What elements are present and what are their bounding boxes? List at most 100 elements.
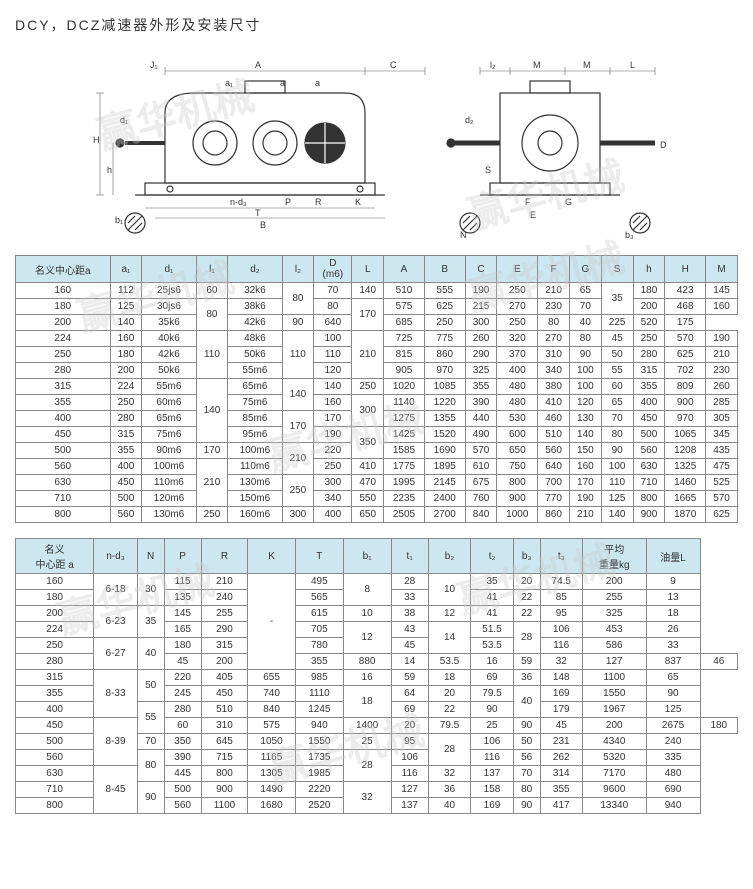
cell: 70 — [569, 299, 601, 315]
cell: 41 — [471, 606, 514, 622]
cell: 64 — [391, 686, 428, 702]
cell: 12 — [343, 622, 391, 654]
cell: 325 — [583, 606, 647, 622]
col-header: L — [352, 256, 384, 283]
cell: 48k6 — [228, 331, 282, 347]
cell: 475 — [706, 459, 738, 475]
cell: 1110 — [295, 686, 343, 702]
col-header: 名义中心距a — [16, 256, 111, 283]
cell: 43 — [391, 622, 428, 638]
cell: 970 — [665, 411, 706, 427]
cell: 65m6 — [228, 379, 282, 395]
cell: 110m6 — [228, 459, 282, 475]
cell: 116 — [391, 766, 428, 782]
cell: 1665 — [665, 491, 706, 507]
cell: 8 — [343, 574, 391, 606]
cell: 46 — [700, 654, 737, 670]
cell: 650 — [352, 507, 384, 523]
cell: 100 — [569, 379, 601, 395]
cell: 59 — [391, 670, 428, 686]
cell: 230 — [538, 299, 570, 315]
cell: 405 — [201, 670, 247, 686]
cell: 20 — [391, 718, 428, 734]
table-row: 2006-233514525561510381241229532518 — [16, 606, 738, 622]
table-row: 16011225js66032k680701405105551902502106… — [16, 283, 738, 299]
svg-text:T: T — [255, 208, 261, 218]
cell: 480 — [646, 766, 700, 782]
cell: 65 — [646, 670, 700, 686]
cell: 200 — [583, 574, 647, 590]
cell: 180 — [110, 347, 142, 363]
cell: 70 — [314, 283, 352, 299]
svg-text:L: L — [630, 60, 635, 70]
cell: 32 — [540, 654, 583, 670]
cell: 560 — [16, 459, 111, 475]
technical-diagram: A C J₁ a₁ a a H h d₁ b₁ n-d₃ P R K T B — [15, 43, 738, 243]
cell: 53.5 — [428, 654, 471, 670]
cell: 380 — [538, 379, 570, 395]
cell: 705 — [295, 622, 343, 638]
cell: 900 — [201, 782, 247, 798]
cell: 520 — [633, 315, 665, 331]
cell: 280 — [16, 363, 111, 379]
cell: 130m6 — [228, 475, 282, 491]
cell: 210 — [538, 283, 570, 299]
cell: 350 — [352, 427, 384, 459]
svg-text:R: R — [315, 197, 322, 207]
cell: 315 — [633, 363, 665, 379]
cell: 35 — [601, 283, 633, 315]
cell: 1585 — [384, 443, 425, 459]
cell: 468 — [665, 299, 706, 315]
cell: 940 — [295, 718, 343, 734]
cell: 120 — [314, 363, 352, 379]
cell: 130m6 — [142, 507, 196, 523]
cell: 1000 — [497, 507, 538, 523]
cell: 180 — [700, 718, 737, 734]
cell: 106 — [471, 734, 514, 750]
cell: 41 — [471, 590, 514, 606]
cell: 280 — [110, 411, 142, 427]
cell: 22 — [513, 606, 540, 622]
cell: 800 — [633, 491, 665, 507]
svg-text:S: S — [485, 165, 491, 175]
cell: 120 — [569, 395, 601, 411]
cell: 1165 — [248, 750, 296, 766]
cell: 860 — [538, 507, 570, 523]
cell: 4340 — [583, 734, 647, 750]
cell: 160 — [16, 283, 111, 299]
cell: 140 — [569, 427, 601, 443]
cell: 630 — [633, 459, 665, 475]
cell: 860 — [424, 347, 465, 363]
cell: 35 — [137, 606, 164, 638]
cell: 355 — [110, 443, 142, 459]
cell: 630 — [16, 766, 94, 782]
cell: 65 — [601, 395, 633, 411]
cell: 250 — [282, 475, 314, 507]
col-header: F — [538, 256, 570, 283]
cell: 2520 — [295, 798, 343, 814]
cell: 314 — [540, 766, 583, 782]
cell: 35k6 — [142, 315, 196, 331]
cell: 10 — [343, 606, 391, 622]
cell: 137 — [471, 766, 514, 782]
cell: 80 — [314, 299, 352, 315]
cell: 179 — [540, 702, 583, 718]
table-row: 710500120m6150m6340550223524007609007701… — [16, 491, 738, 507]
cell: 70 — [601, 411, 633, 427]
cell: 1275 — [384, 411, 425, 427]
cell: 450 — [16, 718, 94, 734]
cell: 685 — [384, 315, 425, 331]
cell: 32 — [428, 766, 471, 782]
cell: 127 — [391, 782, 428, 798]
gearbox-drawing-svg: A C J₁ a₁ a a H h d₁ b₁ n-d₃ P R K T B — [15, 43, 738, 243]
cell: 100 — [601, 459, 633, 475]
cell: 500 — [110, 491, 142, 507]
cell: 560 — [633, 443, 665, 459]
cell: 710 — [16, 782, 94, 798]
cell: 800 — [201, 766, 247, 782]
cell: 170 — [196, 443, 228, 459]
col-header: b₁ — [343, 539, 391, 574]
cell: 480 — [497, 395, 538, 411]
cell: 50 — [137, 670, 164, 702]
cell: 36 — [513, 670, 540, 686]
